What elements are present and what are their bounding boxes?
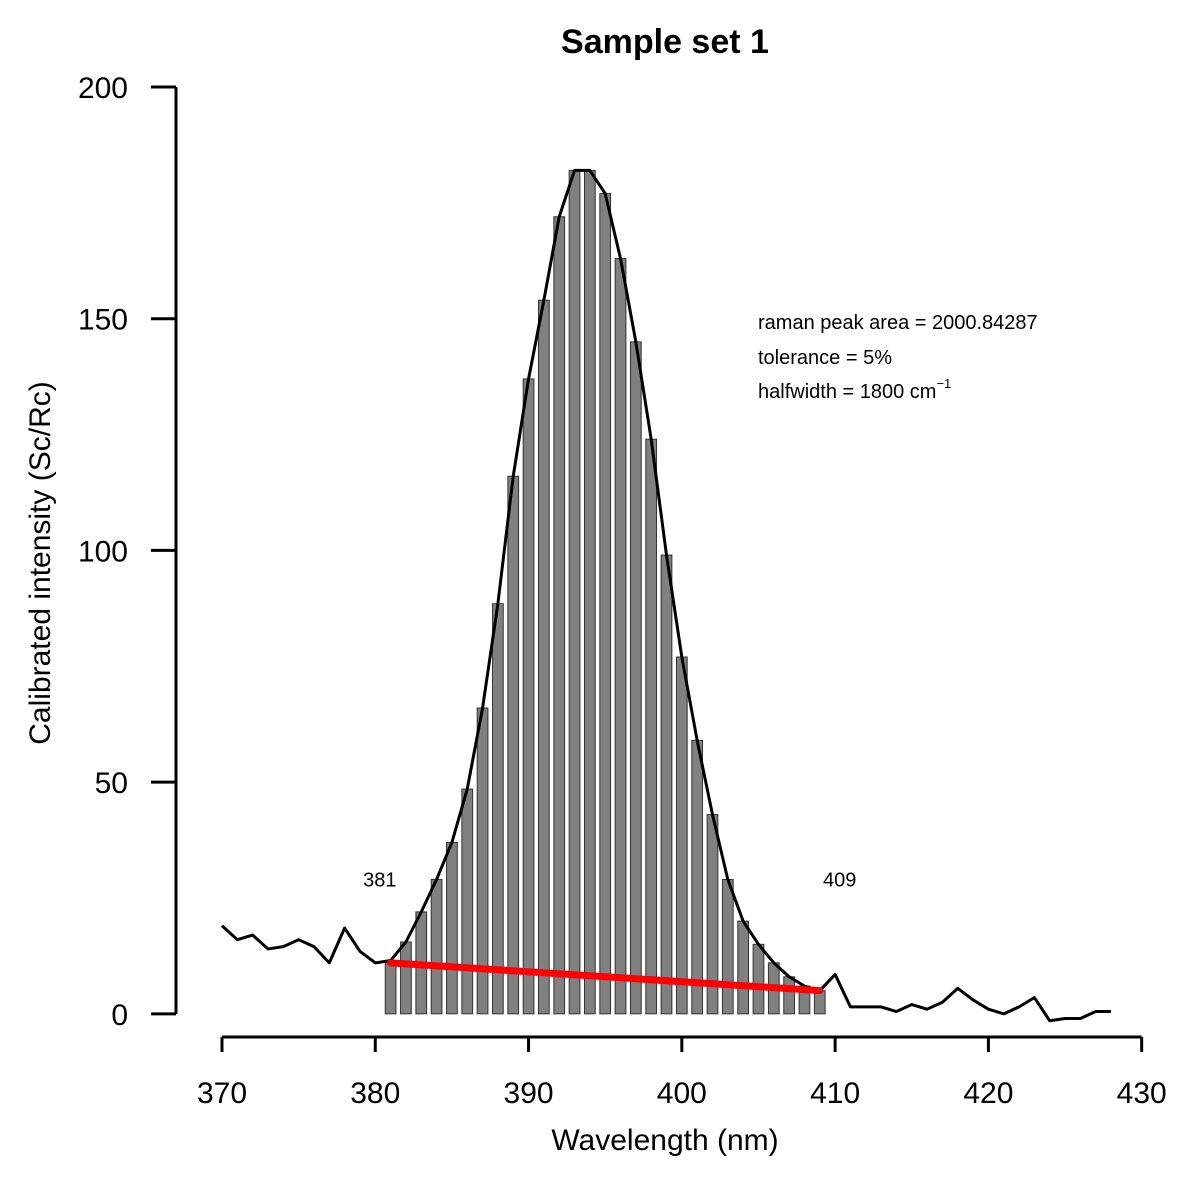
bar-381	[384, 962, 397, 1015]
bar-391	[538, 299, 550, 1015]
info-halfwidth: halfwidth = 1800 cm−1	[758, 376, 951, 403]
spectrum-line	[220, 168, 1112, 1023]
bar-405	[752, 943, 765, 1015]
y-tick-label-200: 200	[78, 72, 128, 105]
bars-layer	[384, 169, 826, 1015]
bar-386	[461, 788, 474, 1015]
x-tick-label-370: 370	[197, 1077, 247, 1110]
bar-401	[691, 739, 704, 1015]
bar-384	[430, 878, 443, 1015]
bar-403	[721, 878, 734, 1015]
y-tick-label-150: 150	[78, 304, 128, 337]
bar-393	[568, 169, 581, 1015]
bar-388	[492, 603, 504, 1015]
bar-382	[400, 941, 412, 1015]
bar-398	[645, 438, 658, 1015]
x-axis-label: Wavelength (nm)	[551, 1124, 778, 1157]
bar-390	[522, 378, 535, 1015]
info-halfwidth-main: halfwidth = 1800 cm	[758, 381, 936, 403]
info-halfwidth-sup: −1	[936, 376, 951, 391]
info-box: raman peak area = 2000.84287 tolerance =…	[758, 312, 1038, 403]
x-tick-label-390: 390	[504, 1077, 554, 1110]
bar-400	[675, 656, 688, 1015]
annotation-409: 409	[823, 869, 856, 891]
info-peak-area: raman peak area = 2000.84287	[758, 312, 1038, 334]
annotation-381: 381	[363, 869, 396, 891]
y-axis-label: Calibrated intensity (Sc/Rc)	[24, 381, 57, 744]
x-tick-label-410: 410	[810, 1077, 860, 1110]
y-tick-label-0: 0	[111, 999, 128, 1032]
x-tick-label-380: 380	[350, 1077, 400, 1110]
bar-394	[583, 169, 596, 1015]
x-tick-label-430: 430	[1117, 1077, 1167, 1110]
annotations-layer: 381 409	[363, 869, 856, 891]
bar-407	[783, 976, 795, 1015]
baseline-line	[387, 959, 824, 995]
axes-layer: 370 380 390 400 410 420 430 0 50 100 150 200	[78, 72, 1167, 1110]
bar-389	[507, 475, 520, 1015]
y-tick-label-100: 100	[78, 535, 128, 568]
bar-404	[737, 920, 750, 1015]
bar-392	[553, 216, 566, 1015]
x-tick-label-420: 420	[963, 1077, 1013, 1110]
y-tick-label-50: 50	[95, 767, 128, 800]
bar-396	[614, 257, 627, 1015]
bar-397	[629, 341, 642, 1015]
x-tick-label-400: 400	[657, 1077, 707, 1110]
chart-title: Sample set 1	[561, 23, 769, 61]
series-layer	[220, 168, 1112, 1023]
info-tolerance: tolerance = 5%	[758, 347, 892, 369]
bar-395	[599, 193, 612, 1015]
bar-385	[446, 841, 458, 1015]
bar-399	[660, 554, 673, 1015]
